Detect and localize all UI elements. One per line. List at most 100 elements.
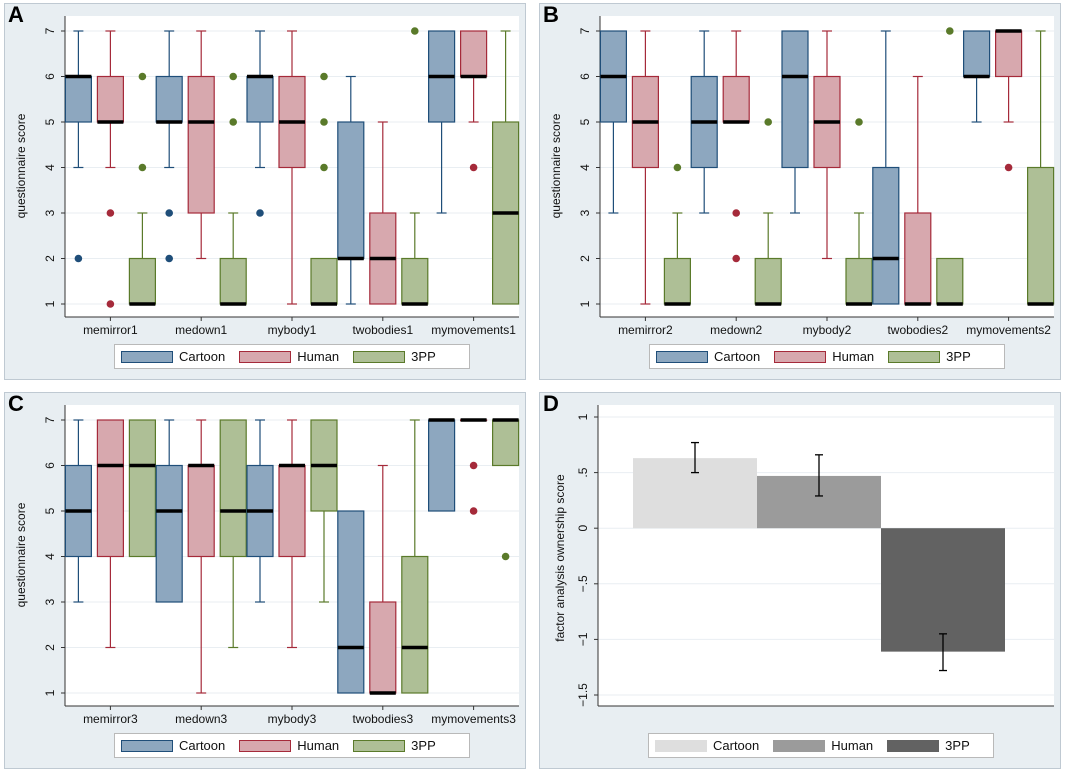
outlier-cartoon: [165, 254, 173, 263]
legend-swatch-3pp: [887, 739, 940, 752]
legend-item-cartoon: Cartoon: [121, 349, 225, 364]
y-axis-title: questionnaire score: [549, 113, 563, 219]
x-tick-label: medown1: [175, 323, 227, 337]
x-tick-label: mybody3: [268, 712, 317, 726]
y-tick-label: 2: [43, 255, 57, 262]
outlier-3pp: [501, 552, 510, 561]
box-human: [460, 30, 488, 78]
box-3pp: [401, 555, 429, 694]
box-cartoon: [155, 75, 183, 123]
legend-label: Cartoon: [713, 738, 760, 753]
outlier-3pp: [320, 72, 328, 81]
outlier-human: [732, 254, 740, 263]
outlier-human: [732, 209, 740, 217]
x-tick-label: medown2: [710, 323, 762, 337]
outlier-3pp: [229, 72, 237, 81]
panel-letter: A: [8, 2, 24, 27]
legend-item-3pp: 3PP: [888, 349, 971, 364]
y-tick-label: 5: [43, 507, 57, 514]
outlier-3pp: [764, 118, 772, 126]
y-tick-label: 3: [43, 209, 57, 216]
y-tick-label: −1: [576, 632, 590, 646]
x-tick-label: mymovements2: [966, 323, 1051, 337]
outlier-3pp: [138, 72, 147, 81]
x-tick-label: twobodies3: [352, 712, 413, 726]
box-cartoon: [781, 30, 809, 169]
legend-swatch-human: [239, 350, 292, 363]
box-cartoon: [64, 75, 93, 123]
outlier-3pp: [855, 118, 863, 126]
box-3pp: [128, 419, 157, 558]
box-3pp: [845, 257, 873, 305]
panel-letter: D: [543, 391, 559, 416]
legend: Cartoon Human 3PP: [114, 733, 470, 758]
legend-label: Human: [832, 349, 875, 364]
legend-swatch-human: [773, 739, 826, 752]
outlier-3pp: [229, 118, 237, 126]
legend-swatch-cartoon: [655, 739, 707, 752]
box-cartoon: [337, 510, 365, 694]
box-cartoon: [337, 121, 365, 260]
box-3pp: [754, 257, 782, 305]
legend-label: 3PP: [411, 738, 436, 753]
outlier-3pp: [946, 27, 954, 35]
legend-swatch-3pp: [888, 350, 941, 363]
y-tick-label: 6: [43, 73, 57, 80]
box-3pp: [401, 257, 429, 305]
outlier-3pp: [320, 163, 328, 172]
outlier-human: [106, 300, 115, 308]
y-tick-label: 4: [43, 164, 57, 171]
legend-item-human: Human: [239, 738, 339, 753]
legend-label: Cartoon: [179, 349, 226, 364]
outlier-human: [106, 209, 115, 217]
box-3pp: [936, 257, 964, 305]
y-tick-label: 2: [578, 255, 592, 262]
box-3pp: [492, 419, 520, 467]
outlier-3pp: [673, 163, 682, 172]
box-cartoon: [963, 30, 991, 78]
legend-label: Human: [297, 738, 340, 753]
y-tick-label: 3: [578, 209, 592, 216]
box-cartoon: [428, 419, 456, 512]
y-tick-label: 6: [578, 73, 592, 80]
box-human: [904, 212, 932, 305]
y-tick-label: 7: [43, 416, 57, 423]
y-tick-label: 7: [43, 27, 57, 34]
x-tick-label: twobodies1: [352, 323, 413, 337]
outlier-3pp: [138, 163, 147, 172]
y-tick-label: 1: [578, 300, 592, 307]
legend-item-3pp: 3PP: [887, 738, 970, 753]
legend-label: Human: [831, 738, 874, 753]
panel-c: 1 2 3 4 5 6 7 memirror3 medown3 mybody3 twobodies3…: [4, 391, 526, 769]
legend-item-3pp: 3PP: [353, 349, 436, 364]
box-3pp: [219, 257, 247, 305]
y-tick-label: −1.5: [576, 683, 590, 707]
x-tick-label: mymovements3: [431, 712, 516, 726]
legend-swatch-3pp: [353, 350, 406, 363]
y-axis-title: questionnaire score: [14, 502, 28, 608]
box-human: [187, 464, 215, 558]
box-human: [995, 30, 1023, 78]
y-tick-label: 3: [43, 598, 57, 605]
outlier-3pp: [320, 118, 328, 126]
box-3pp: [219, 419, 247, 558]
outlier-human: [469, 163, 478, 172]
legend-label: 3PP: [411, 349, 436, 364]
y-tick-label: 1: [576, 413, 590, 420]
panel-a: 1 2 3 4 5 6 7 memirror1 medown1 mybody1 twobodies1…: [4, 2, 526, 380]
chart-c: 1 2 3 4 5 6 7 memirror3 medown3 mybody3 twobodies3…: [43, 405, 520, 726]
y-tick-label: 0: [576, 525, 590, 532]
x-tick-label: memirror2: [618, 323, 673, 337]
legend-item-human: Human: [773, 738, 873, 753]
legend: Cartoon Human 3PP: [649, 344, 1005, 369]
y-tick-label: 6: [43, 462, 57, 469]
y-tick-label: 1: [43, 300, 57, 307]
box-human: [187, 75, 215, 214]
x-tick-label: memirror3: [83, 712, 138, 726]
outlier-3pp: [411, 27, 419, 35]
x-tick-label: twobodies2: [887, 323, 948, 337]
legend-item-3pp: 3PP: [353, 738, 436, 753]
outlier-cartoon: [165, 209, 173, 217]
legend-item-human: Human: [239, 349, 339, 364]
bar-3pp: [881, 528, 1005, 652]
